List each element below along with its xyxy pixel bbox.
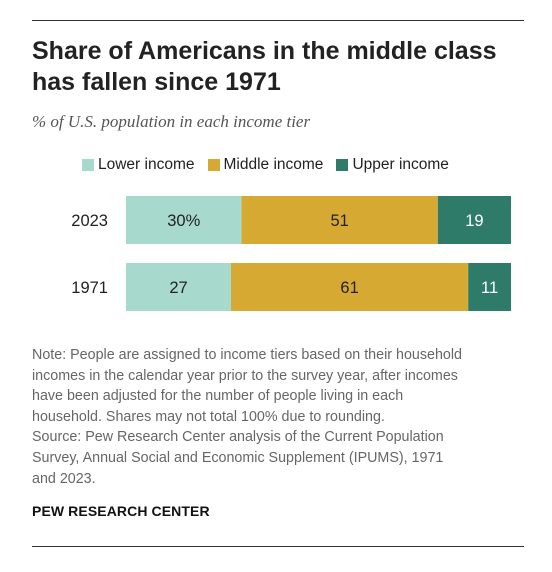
source-line: Survey, Annual Social and Economic Suppl… <box>32 449 444 466</box>
note-line: household. Shares may not total 100% due… <box>32 408 385 425</box>
legend-swatch-middle-income <box>207 159 220 171</box>
bar-segment-upper-income-2023 <box>437 196 511 244</box>
category-label-2023: 2023 <box>71 212 108 230</box>
data-label-lower-income-2023: 30% <box>167 212 200 230</box>
legend-item-upper-income: Upper income <box>336 156 449 174</box>
note-line: have been adjusted for the number of peo… <box>32 388 404 405</box>
legend-label-middle-income: Middle income <box>223 156 324 173</box>
bar-segment-lower-income-2023 <box>126 196 242 244</box>
legend-label-lower-income: Lower income <box>98 156 195 173</box>
bar-segment-lower-income-1971 <box>126 263 231 311</box>
legend: Lower income Middle income Upper income <box>82 156 449 174</box>
bottom-rule <box>32 546 524 547</box>
legend-item-middle-income: Middle income <box>207 156 324 174</box>
bar-segment-upper-income-1971 <box>468 263 511 311</box>
bar-segment-middle-income-1971 <box>231 263 469 311</box>
organization-credit: PEW RESEARCH CENTER <box>32 503 210 519</box>
top-rule <box>32 20 524 21</box>
chart-title: Share of Americans in the middle class h… <box>32 37 497 96</box>
legend-swatch-lower-income <box>82 159 94 171</box>
source-line: Source: Pew Research Center analysis of … <box>32 429 444 446</box>
bar-segment-middle-income-2023 <box>241 196 438 244</box>
data-label-lower-income-1971: 27 <box>169 279 187 297</box>
chart-notes: Note: People are assigned to income tier… <box>32 345 532 489</box>
source-line: and 2023. <box>32 470 96 487</box>
note-line: incomes in the calendar year prior to th… <box>32 367 458 384</box>
chart-subtitle: % of U.S. population in each income tier <box>32 112 311 131</box>
category-label-1971: 1971 <box>71 279 108 297</box>
data-label-upper-income-1971: 11 <box>481 279 498 297</box>
data-label-middle-income-2023: 51 <box>330 212 348 230</box>
legend-swatch-upper-income <box>336 159 349 171</box>
legend-item-lower-income: Lower income <box>82 156 195 174</box>
data-label-middle-income-1971: 61 <box>340 279 358 297</box>
note-line: Note: People are assigned to income tier… <box>32 347 462 363</box>
data-label-upper-income-2023: 19 <box>465 212 483 230</box>
legend-label-upper-income: Upper income <box>352 156 449 173</box>
